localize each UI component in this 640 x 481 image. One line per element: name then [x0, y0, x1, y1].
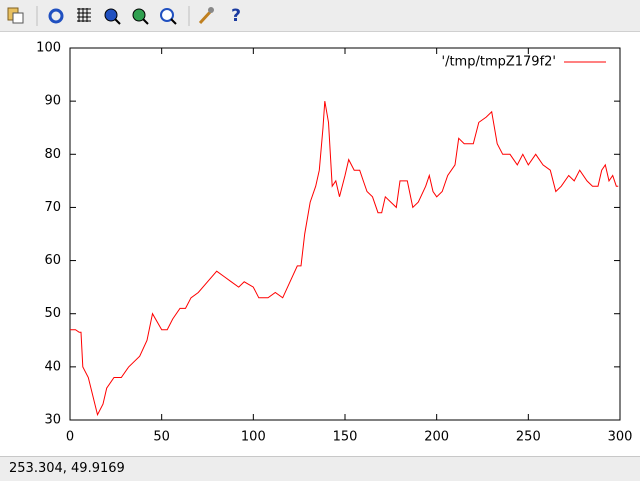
x-tick-label: 50	[153, 430, 170, 445]
autoscale-button[interactable]	[160, 8, 177, 25]
y-tick-label: 30	[44, 413, 61, 428]
svg-text:?: ?	[231, 6, 241, 26]
x-tick-label: 200	[424, 430, 449, 445]
y-tick-label: 90	[44, 94, 61, 109]
settings-button[interactable]	[198, 7, 214, 25]
y-tick-label: 40	[44, 359, 61, 374]
x-tick-label: 100	[241, 430, 266, 445]
x-tick-label: 250	[516, 430, 541, 445]
chart: 30 40 50 60 70 80 90 100 0 50 100 150 200 250 300 '/tmp…	[36, 41, 633, 445]
toolbar: ?	[0, 0, 640, 32]
data-line	[70, 101, 619, 417]
y-tick-label: 100	[36, 41, 61, 56]
x-tick-label: 150	[333, 430, 358, 445]
copy-button[interactable]	[7, 7, 24, 24]
y-tick-label: 50	[44, 306, 61, 321]
help-button[interactable]: ?	[231, 6, 241, 26]
y-tick-label: 80	[44, 147, 61, 162]
grid-button[interactable]	[77, 8, 91, 22]
legend-label: '/tmp/tmpZ179f2'	[442, 55, 557, 70]
x-tick-label: 300	[608, 430, 633, 445]
y-tick-label: 70	[44, 200, 61, 215]
zoom-prev-button[interactable]	[104, 8, 121, 25]
plot-border	[69, 47, 621, 421]
replot-button[interactable]	[48, 8, 64, 24]
toolbar-icons: ?	[7, 6, 241, 26]
y-tick-label: 60	[44, 253, 61, 268]
status-bar: 253.304, 49.9169	[0, 456, 640, 481]
cursor-coordinates: 253.304, 49.9169	[9, 461, 125, 476]
x-tick-label: 0	[66, 430, 74, 445]
zoom-next-button[interactable]	[132, 8, 149, 25]
